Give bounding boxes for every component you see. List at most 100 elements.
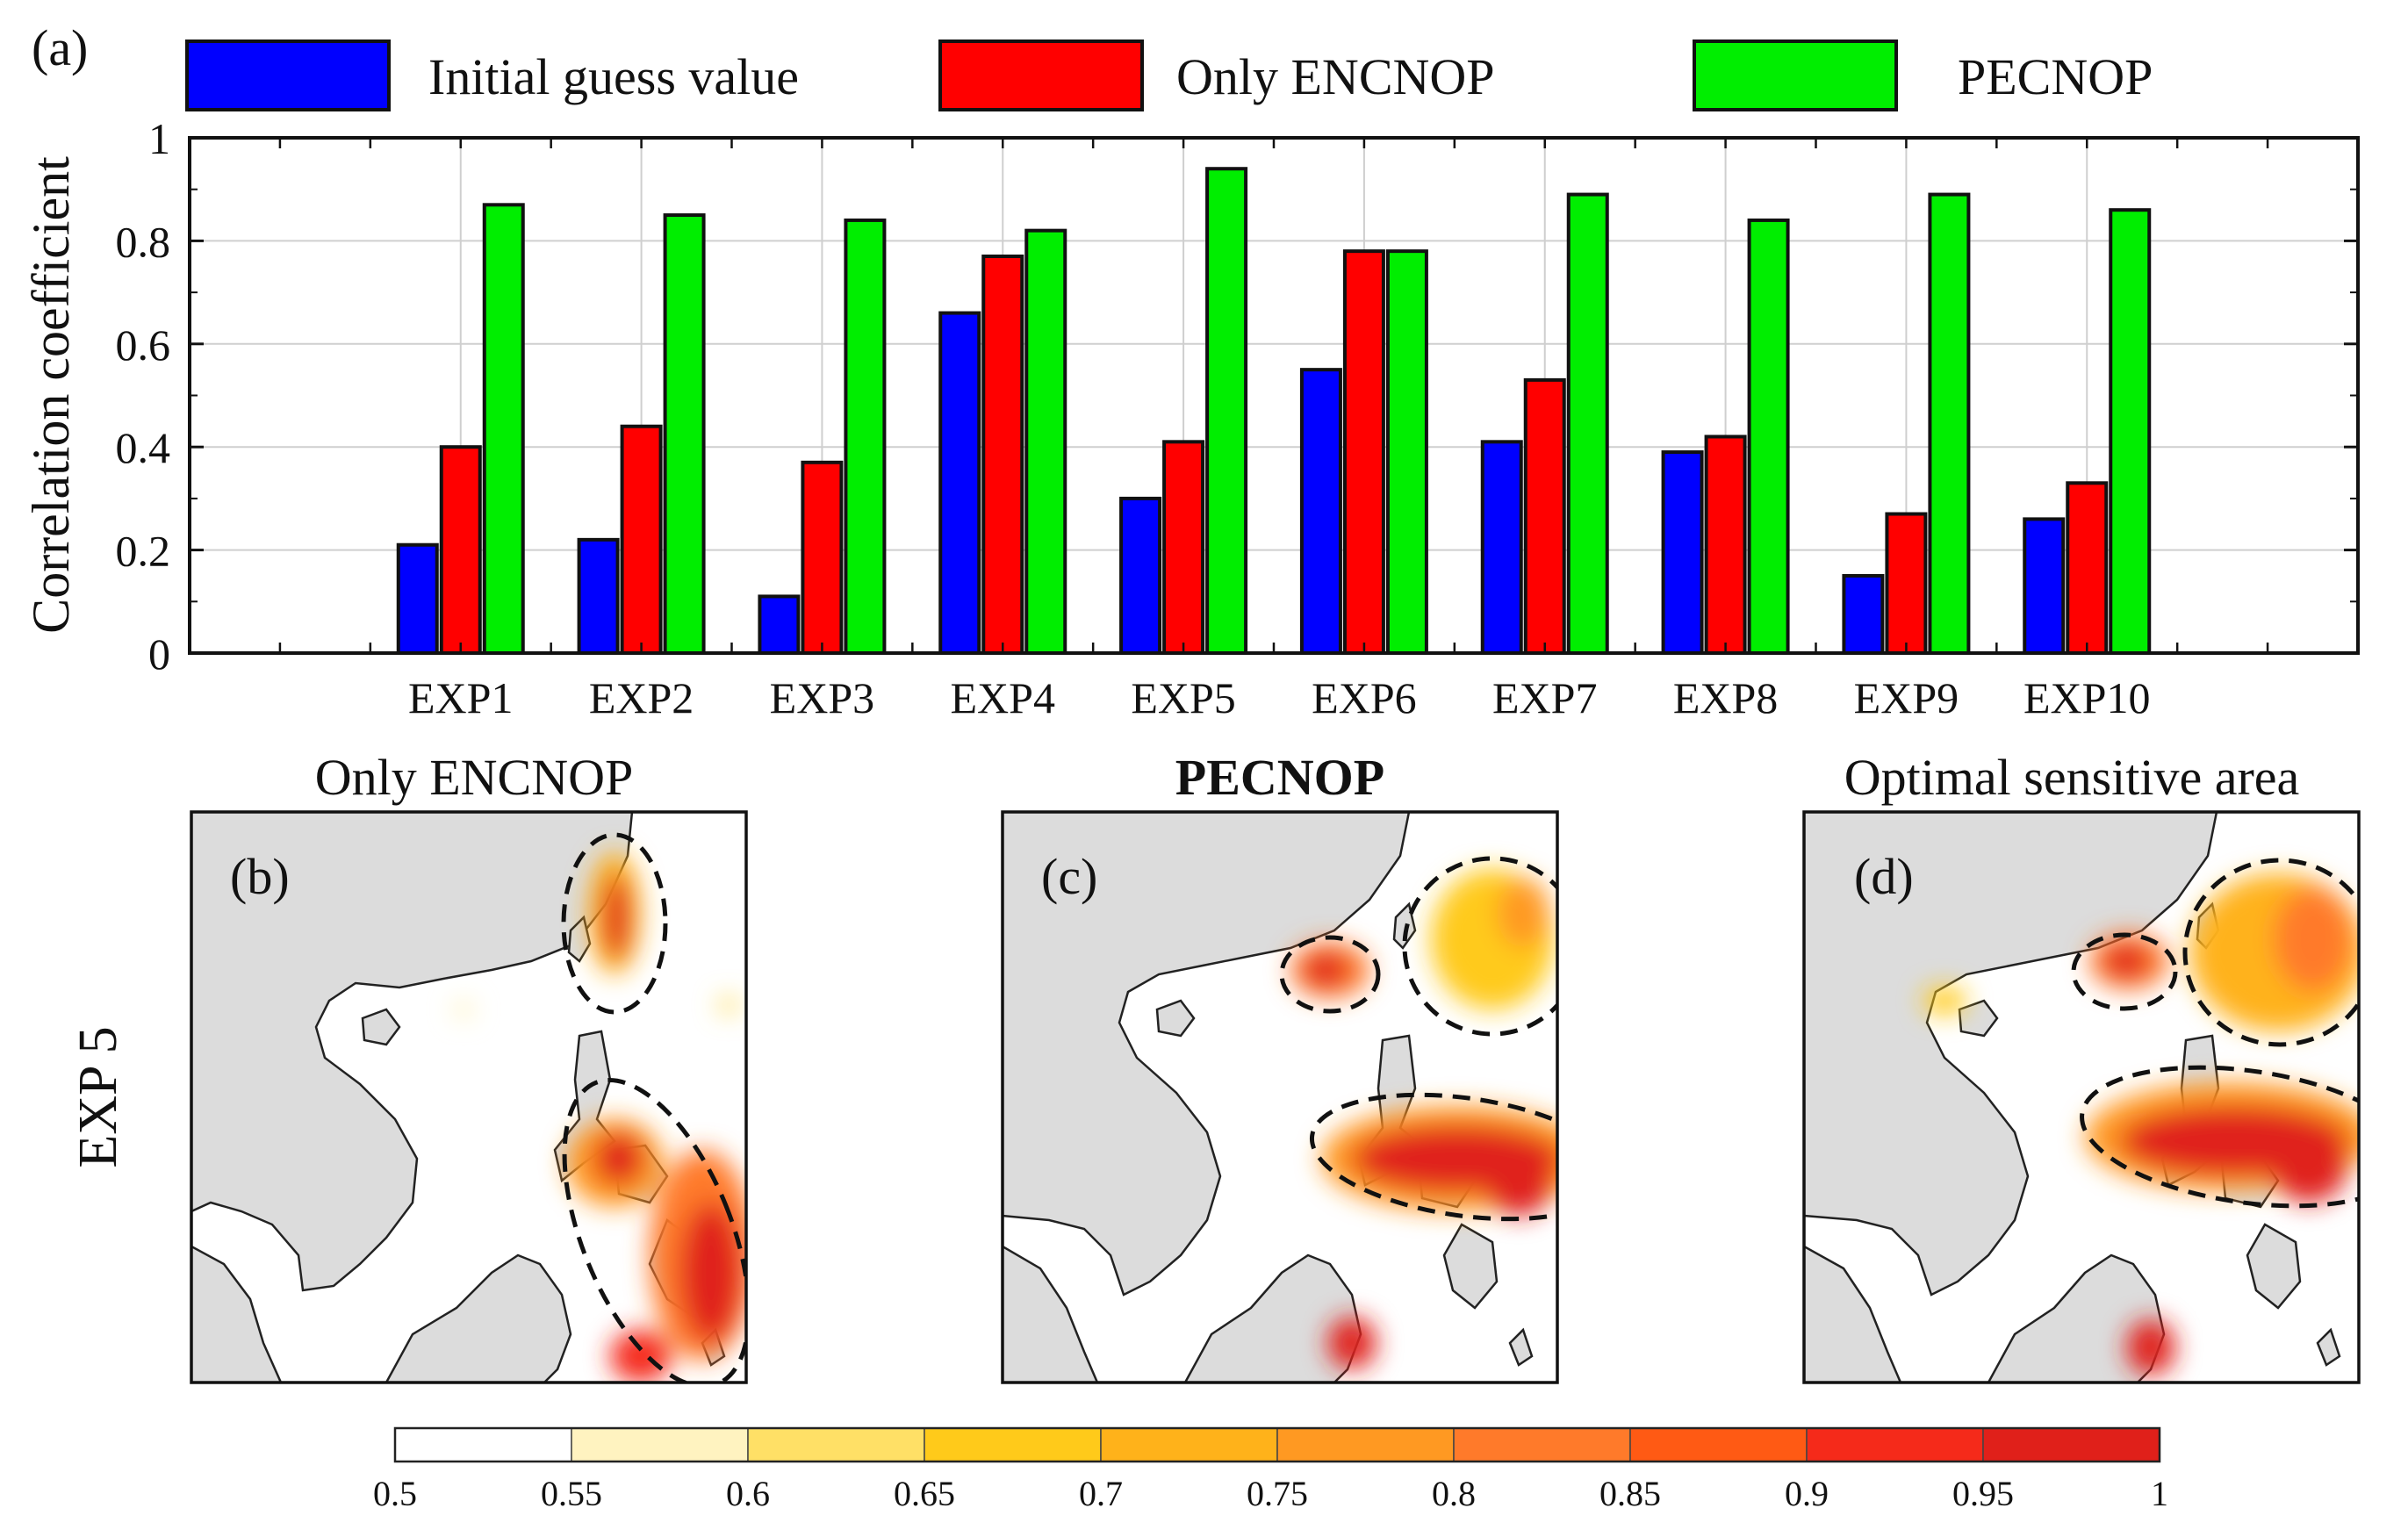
colorbar-segment [571,1427,749,1462]
highlight-ellipse-c3 [1309,1092,1557,1222]
bar-exp4-initial-guess-value [938,311,981,655]
bar-exp3-pecnop [844,218,887,655]
x-tick-label: EXP10 [2023,673,2150,722]
x-axis-ticks: EXP1 EXP2 EXP3 EXP4 EXP5 EXP6 EXP7 EXP8 EXP9 EXP1… [278,138,2360,722]
map-frame-d [1802,810,2361,1384]
colorbar-tick-label: 0.65 [894,1474,955,1513]
map-panel-b: Only ENCNOP [190,749,748,1384]
bar-exp2-initial-guess-value [577,537,620,655]
bar-exp7-pecnop [1566,192,1609,655]
legend-swatch-initial-guess [185,40,391,111]
colorbar: 0.5 0.55 0.6 0.65 0.7 0.75 0.8 0.85 0.9 0.95 1 [373,1426,2168,1513]
map-label-c: (c) [1041,848,1097,905]
bar-exp1-pecnop [482,203,525,655]
highlight-ellipse-b1 [561,832,668,1015]
colorbar-tick-label: 0.95 [1952,1474,2014,1513]
colorbar-segment [1982,1427,2160,1462]
bar-exp6-only-encnop [1342,249,1385,655]
y-axis-title: Correlation coefficient [22,156,80,634]
bar-exp9-pecnop [1928,192,1971,655]
bar-exp4-pecnop [1024,228,1067,655]
highlight-ellipse-d1 [2071,932,2178,1011]
colorbar-tick-label: 0.6 [726,1474,770,1513]
sensitivity-blobs-d [1923,873,2359,1375]
x-tick-label: EXP7 [1492,673,1597,722]
x-tick-label: EXP8 [1673,673,1778,722]
highlight-ellipse-d2 [2182,858,2359,1047]
legend-swatch-pecnop [1693,40,1898,111]
bar-exp8-only-encnop [1704,435,1747,655]
highlight-ellipse-d3 [2080,1065,2359,1209]
highlight-ellipse-c1 [1279,935,1381,1014]
colorbar-frame [393,1426,2161,1463]
sensitivity-blobs-b [453,851,746,1383]
legend-label-only-encnop: Only ENCNOP [1176,48,1495,105]
y-tick-label: 0.6 [116,320,171,370]
colorbar-segment [1453,1427,1631,1462]
bar-chart-panel-a: (a) Initial guess value Only ENCNOP PECN… [22,19,2360,722]
bar-exp7-only-encnop [1523,377,1566,655]
legend: Initial guess value Only ENCNOP PECNOP [185,40,2153,111]
bar-exp2-pecnop [663,213,706,656]
legend-label-pecnop: PECNOP [1958,48,2153,105]
map-panel-d: Optimal sensitive area [1802,749,2361,1384]
y-tick-label: 0.2 [116,527,171,576]
bar-exp7-initial-guess-value [1480,440,1523,655]
colorbar-segment [1629,1427,1808,1462]
bar-exp6-initial-guess-value [1299,368,1342,655]
y-tick-label: 0 [148,629,170,679]
x-tick-label: EXP5 [1131,673,1235,722]
bar-exp9-initial-guess-value [1842,573,1885,656]
x-tick-label: EXP4 [951,673,1055,722]
map-title-c: PECNOP [1175,749,1384,806]
colorbar-tick-label: 0.55 [541,1474,602,1513]
bars-group [396,167,2152,656]
bar-exp3-only-encnop [801,460,844,655]
colorbar-segment [1806,1427,1984,1462]
map-title-d: Optimal sensitive area [1844,749,2300,806]
y-tick-label: 0.4 [116,423,171,472]
colorbar-tick-label: 1 [2151,1474,2168,1513]
bar-exp3-initial-guess-value [758,594,801,655]
colorbar-segment [924,1427,1102,1462]
map-title-b: Only ENCNOP [315,749,634,806]
y-tick-label: 1 [148,114,170,163]
colorbar-tick-label: 0.7 [1079,1474,1123,1513]
panel-a-label: (a) [32,19,88,76]
legend-label-initial-guess: Initial guess value [428,48,799,105]
x-tick-label: EXP3 [770,673,874,722]
map-frame-c [1001,810,1559,1384]
colorbar-tick-label: 0.8 [1432,1474,1476,1513]
bar-exp8-pecnop [1747,218,1790,655]
colorbar-tick-label: 0.75 [1247,1474,1308,1513]
colorbar-segment [1276,1427,1455,1462]
bar-exp9-only-encnop [1885,512,1928,656]
bar-exp1-only-encnop [439,445,482,656]
x-tick-label: EXP6 [1312,673,1416,722]
legend-swatch-only-encnop [938,40,1144,111]
colorbar-tick-label: 0.85 [1599,1474,1661,1513]
highlight-ellipse-b2 [562,1078,746,1383]
map-frame-b [190,810,748,1384]
x-tick-label: EXP1 [408,673,513,722]
bar-exp1-initial-guess-value [396,542,439,655]
bar-exp6-pecnop [1385,249,1428,655]
bar-exp10-only-encnop [2066,481,2109,655]
sensitivity-blobs-c [1290,869,1557,1369]
bar-exp2-only-encnop [620,424,663,655]
bar-exp5-initial-guess-value [1119,496,1162,656]
colorbar-segment [394,1427,572,1462]
land-d [1804,812,2341,1383]
bar-exp10-pecnop [2109,208,2152,655]
bar-exp10-initial-guess-value [2023,517,2066,655]
map-label-d: (d) [1854,848,1914,905]
y-tick-label: 0.8 [116,217,171,266]
map-panel-c: PECNOP [1001,749,1559,1384]
y-axis-ticks: 0 0.2 0.4 0.6 0.8 1 [116,114,2358,679]
x-tick-label: EXP9 [1854,673,1959,722]
x-tick-label: EXP2 [589,673,694,722]
colorbar-segment [1100,1427,1278,1462]
colorbar-segment [747,1427,925,1462]
bar-exp5-pecnop [1205,167,1248,656]
